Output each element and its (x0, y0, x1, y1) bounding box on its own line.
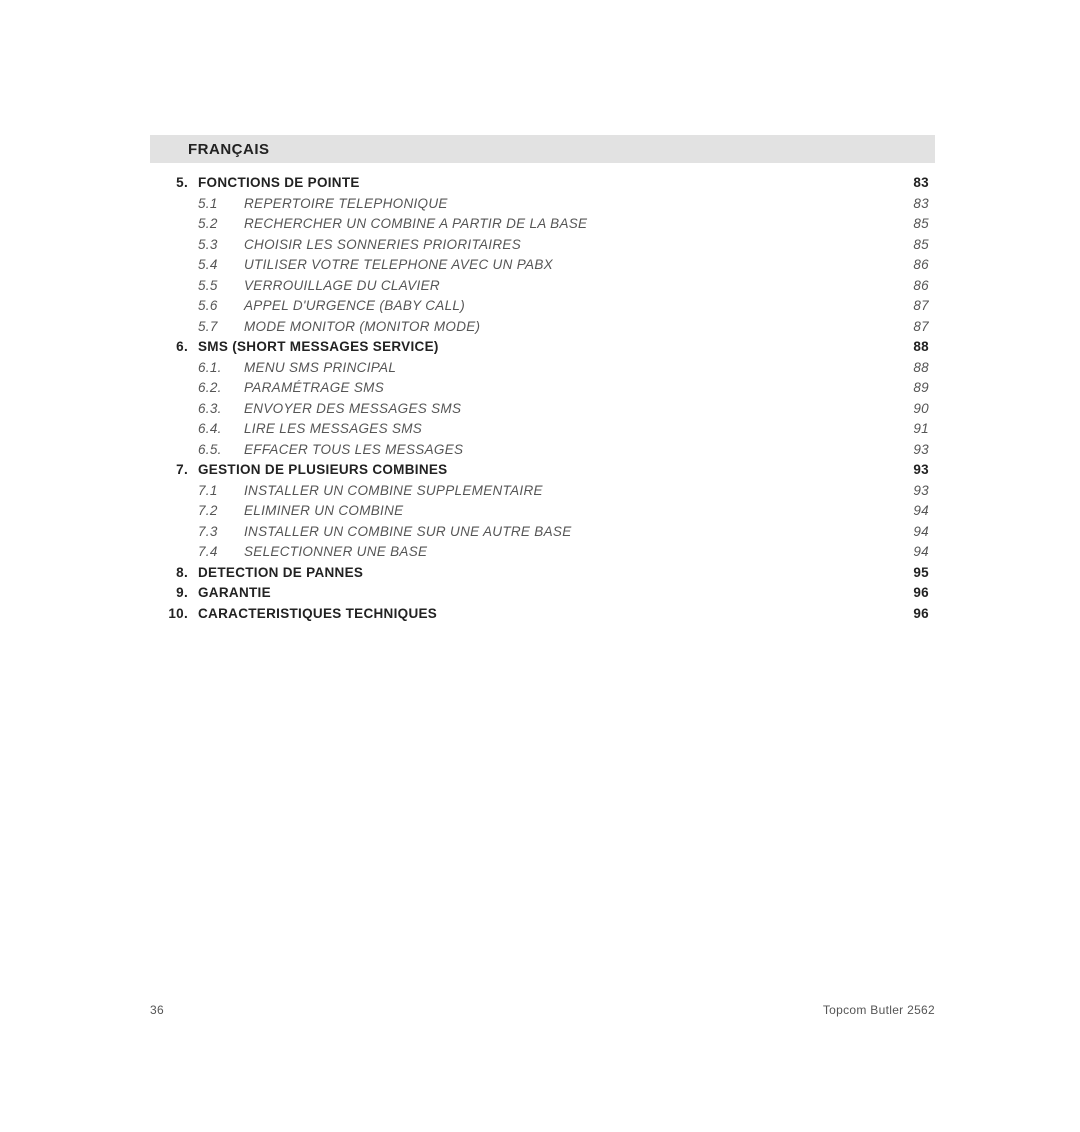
toc-section-title: GARANTIE (198, 583, 899, 604)
toc-section-row: 10.CARACTERISTIQUES TECHNIQUES96 (160, 604, 929, 625)
toc-section-page: 83 (899, 173, 929, 194)
language-header-bar: FRANÇAIS (150, 135, 935, 163)
toc-section-row: 9.GARANTIE96 (160, 583, 929, 604)
toc-subsection-page: 94 (899, 522, 929, 543)
toc-section-number: 7. (160, 460, 198, 481)
toc-subsection-page: 88 (899, 358, 929, 379)
toc-subsection-page: 94 (899, 542, 929, 563)
toc-subsection-row: 5.1REPERTOIRE TELEPHONIQUE83 (160, 194, 929, 215)
toc-section-row: 8.DETECTION DE PANNES95 (160, 563, 929, 584)
toc-section-number: 10. (160, 604, 198, 625)
toc-section-number: 5. (160, 173, 198, 194)
toc-subsection-number: 5.1 (198, 194, 244, 215)
toc-subsection-row: 5.3CHOISIR LES SONNERIES PRIORITAIRES85 (160, 235, 929, 256)
toc-subsection-page: 89 (899, 378, 929, 399)
toc-subsection-row: 7.4SELECTIONNER UNE BASE94 (160, 542, 929, 563)
toc-subsection-page: 87 (899, 317, 929, 338)
toc-section-row: 7.GESTION DE PLUSIEURS COMBINES93 (160, 460, 929, 481)
toc-subsection-title: EFFACER TOUS LES MESSAGES (244, 440, 899, 461)
table-of-contents: 5.FONCTIONS DE POINTE835.1REPERTOIRE TEL… (150, 173, 935, 624)
toc-subsection-page: 87 (899, 296, 929, 317)
toc-subsection-number: 7.3 (198, 522, 244, 543)
toc-section-row: 6.SMS (SHORT MESSAGES SERVICE)88 (160, 337, 929, 358)
toc-subsection-page: 85 (899, 235, 929, 256)
document-page: FRANÇAIS 5.FONCTIONS DE POINTE835.1REPER… (0, 0, 1080, 1132)
toc-subsection-title: INSTALLER UN COMBINE SUR UNE AUTRE BASE (244, 522, 899, 543)
toc-subsection-title: CHOISIR LES SONNERIES PRIORITAIRES (244, 235, 899, 256)
toc-subsection-title: VERROUILLAGE DU CLAVIER (244, 276, 899, 297)
toc-subsection-row: 6.2.PARAMÉTRAGE SMS89 (160, 378, 929, 399)
toc-subsection-number: 7.1 (198, 481, 244, 502)
toc-subsection-page: 93 (899, 481, 929, 502)
toc-subsection-row: 7.1INSTALLER UN COMBINE SUPPLEMENTAIRE93 (160, 481, 929, 502)
toc-subsection-title: INSTALLER UN COMBINE SUPPLEMENTAIRE (244, 481, 899, 502)
toc-subsection-number: 5.4 (198, 255, 244, 276)
footer-product-name: Topcom Butler 2562 (823, 1003, 935, 1017)
toc-subsection-number: 5.2 (198, 214, 244, 235)
toc-subsection-number: 5.7 (198, 317, 244, 338)
toc-subsection-page: 94 (899, 501, 929, 522)
toc-subsection-row: 7.2ELIMINER UN COMBINE94 (160, 501, 929, 522)
toc-subsection-title: UTILISER VOTRE TELEPHONE AVEC UN PABX (244, 255, 899, 276)
toc-section-number: 9. (160, 583, 198, 604)
toc-subsection-page: 91 (899, 419, 929, 440)
toc-section-number: 8. (160, 563, 198, 584)
toc-section-row: 5.FONCTIONS DE POINTE83 (160, 173, 929, 194)
language-header-text: FRANÇAIS (188, 141, 270, 158)
toc-section-title: FONCTIONS DE POINTE (198, 173, 899, 194)
toc-section-page: 96 (899, 583, 929, 604)
toc-subsection-number: 6.3. (198, 399, 244, 420)
toc-subsection-number: 5.3 (198, 235, 244, 256)
toc-subsection-title: ELIMINER UN COMBINE (244, 501, 899, 522)
footer-page-number: 36 (150, 1003, 164, 1017)
toc-subsection-number: 7.2 (198, 501, 244, 522)
toc-subsection-row: 6.3.ENVOYER DES MESSAGES SMS90 (160, 399, 929, 420)
toc-subsection-title: SELECTIONNER UNE BASE (244, 542, 899, 563)
toc-subsection-title: LIRE LES MESSAGES SMS (244, 419, 899, 440)
toc-subsection-number: 5.6 (198, 296, 244, 317)
toc-subsection-title: APPEL D'URGENCE (BABY CALL) (244, 296, 899, 317)
toc-section-title: SMS (SHORT MESSAGES SERVICE) (198, 337, 899, 358)
toc-subsection-number: 6.1. (198, 358, 244, 379)
toc-subsection-page: 86 (899, 276, 929, 297)
toc-subsection-number: 7.4 (198, 542, 244, 563)
page-footer: 36 Topcom Butler 2562 (150, 1003, 935, 1017)
toc-subsection-title: ENVOYER DES MESSAGES SMS (244, 399, 899, 420)
toc-subsection-title: REPERTOIRE TELEPHONIQUE (244, 194, 899, 215)
toc-section-page: 93 (899, 460, 929, 481)
toc-subsection-row: 6.5.EFFACER TOUS LES MESSAGES93 (160, 440, 929, 461)
toc-subsection-page: 85 (899, 214, 929, 235)
toc-subsection-row: 6.4.LIRE LES MESSAGES SMS91 (160, 419, 929, 440)
toc-subsection-row: 7.3INSTALLER UN COMBINE SUR UNE AUTRE BA… (160, 522, 929, 543)
toc-section-page: 96 (899, 604, 929, 625)
toc-subsection-page: 93 (899, 440, 929, 461)
toc-subsection-title: MENU SMS PRINCIPAL (244, 358, 899, 379)
toc-subsection-page: 86 (899, 255, 929, 276)
toc-subsection-title: PARAMÉTRAGE SMS (244, 378, 899, 399)
toc-section-number: 6. (160, 337, 198, 358)
toc-subsection-page: 83 (899, 194, 929, 215)
toc-subsection-row: 6.1.MENU SMS PRINCIPAL88 (160, 358, 929, 379)
toc-subsection-row: 5.5VERROUILLAGE DU CLAVIER86 (160, 276, 929, 297)
toc-section-title: DETECTION DE PANNES (198, 563, 899, 584)
toc-subsection-row: 5.7MODE MONITOR (MONITOR MODE)87 (160, 317, 929, 338)
toc-subsection-title: MODE MONITOR (MONITOR MODE) (244, 317, 899, 338)
toc-subsection-number: 6.4. (198, 419, 244, 440)
toc-section-title: CARACTERISTIQUES TECHNIQUES (198, 604, 899, 625)
toc-subsection-page: 90 (899, 399, 929, 420)
toc-section-title: GESTION DE PLUSIEURS COMBINES (198, 460, 899, 481)
toc-subsection-number: 6.2. (198, 378, 244, 399)
toc-subsection-number: 6.5. (198, 440, 244, 461)
toc-section-page: 95 (899, 563, 929, 584)
toc-subsection-row: 5.6APPEL D'URGENCE (BABY CALL)87 (160, 296, 929, 317)
toc-subsection-number: 5.5 (198, 276, 244, 297)
toc-subsection-row: 5.4UTILISER VOTRE TELEPHONE AVEC UN PABX… (160, 255, 929, 276)
toc-subsection-title: RECHERCHER UN COMBINE A PARTIR DE LA BAS… (244, 214, 899, 235)
toc-subsection-row: 5.2RECHERCHER UN COMBINE A PARTIR DE LA … (160, 214, 929, 235)
toc-section-page: 88 (899, 337, 929, 358)
